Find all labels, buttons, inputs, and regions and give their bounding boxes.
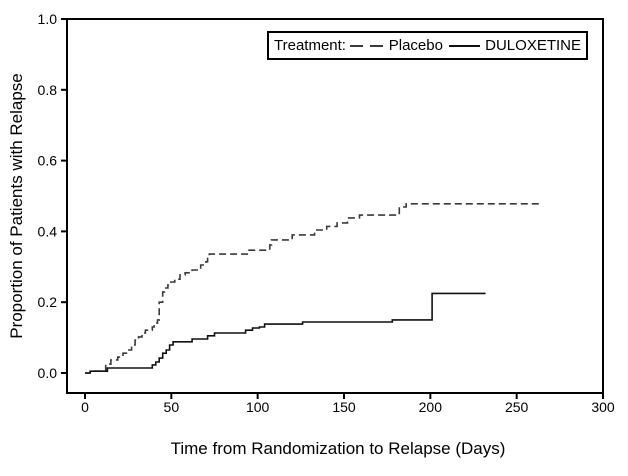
axis-ticks bbox=[61, 18, 604, 399]
survival-curves bbox=[85, 203, 540, 374]
x-tick-label: 200 bbox=[419, 399, 443, 415]
y-tick-label: 0.8 bbox=[38, 82, 58, 98]
y-tick-label: 0.0 bbox=[38, 365, 58, 381]
y-tick-label: 0.6 bbox=[38, 153, 58, 169]
solid-line-sample-icon bbox=[448, 44, 481, 47]
y-tick-label: 0.4 bbox=[38, 223, 58, 239]
plot-frame bbox=[66, 18, 604, 394]
curve-placebo bbox=[85, 203, 540, 374]
axis-tick-labels: 0 50 100 150 200 250 300 0.0 0.2 0.4 0.6 0.8 1.0 bbox=[38, 11, 615, 415]
x-tick-label: 50 bbox=[164, 399, 180, 415]
x-tick-label: 150 bbox=[332, 399, 356, 415]
legend-box: Treatment: Placebo DULOXETINE bbox=[267, 31, 588, 60]
x-tick-label: 0 bbox=[81, 399, 89, 415]
legend-label-placebo: Placebo bbox=[388, 37, 443, 54]
y-tick-label: 1.0 bbox=[38, 11, 58, 27]
y-axis-title: Proportion of Patients with Relapse bbox=[7, 73, 26, 339]
x-tick-label: 250 bbox=[505, 399, 529, 415]
curve-duloxetine bbox=[85, 292, 486, 374]
legend-title: Treatment: bbox=[274, 37, 346, 54]
x-tick-label: 300 bbox=[591, 399, 615, 415]
y-tick-label: 0.2 bbox=[38, 294, 58, 310]
x-tick-label: 100 bbox=[246, 399, 270, 415]
legend-label-duloxetine: DULOXETINE bbox=[485, 37, 581, 54]
dashed-line-sample-icon bbox=[349, 44, 384, 47]
x-axis-title: Time from Randomization to Relapse (Days… bbox=[170, 439, 506, 458]
plot-frame-rect bbox=[66, 18, 604, 394]
